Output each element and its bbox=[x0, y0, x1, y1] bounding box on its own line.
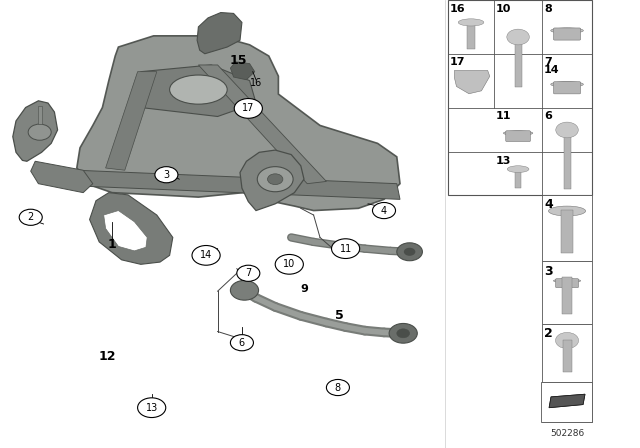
Polygon shape bbox=[197, 13, 242, 54]
Bar bbox=[542, 261, 592, 324]
Circle shape bbox=[556, 332, 579, 349]
Text: 10: 10 bbox=[283, 259, 296, 269]
Polygon shape bbox=[240, 150, 304, 211]
Circle shape bbox=[372, 202, 396, 219]
Bar bbox=[448, 0, 592, 195]
Polygon shape bbox=[549, 394, 585, 408]
Bar bbox=[563, 340, 572, 372]
Polygon shape bbox=[141, 65, 256, 116]
Bar bbox=[515, 169, 521, 188]
FancyBboxPatch shape bbox=[506, 131, 531, 142]
Text: 14: 14 bbox=[200, 250, 212, 260]
Bar bbox=[542, 195, 592, 261]
Text: 3: 3 bbox=[544, 265, 552, 278]
Circle shape bbox=[326, 379, 349, 396]
Bar bbox=[561, 210, 573, 253]
Circle shape bbox=[192, 246, 220, 265]
Polygon shape bbox=[31, 161, 93, 193]
Text: 8: 8 bbox=[544, 4, 552, 13]
Polygon shape bbox=[77, 170, 400, 199]
Bar bbox=[542, 382, 592, 422]
Polygon shape bbox=[13, 101, 58, 161]
Text: 16: 16 bbox=[250, 78, 262, 88]
Circle shape bbox=[404, 248, 415, 256]
Polygon shape bbox=[90, 193, 173, 264]
Text: 1: 1 bbox=[108, 237, 116, 251]
Circle shape bbox=[234, 99, 262, 118]
Text: 11: 11 bbox=[496, 111, 511, 121]
Bar bbox=[541, 382, 592, 422]
Text: 6: 6 bbox=[239, 338, 245, 348]
Circle shape bbox=[19, 209, 42, 225]
Text: 12: 12 bbox=[99, 349, 116, 363]
Ellipse shape bbox=[550, 82, 584, 87]
Polygon shape bbox=[106, 72, 157, 170]
Text: 7: 7 bbox=[245, 268, 252, 278]
Circle shape bbox=[230, 335, 253, 351]
Bar bbox=[564, 130, 571, 189]
Ellipse shape bbox=[170, 75, 227, 104]
Circle shape bbox=[397, 329, 410, 338]
Polygon shape bbox=[549, 394, 585, 408]
FancyBboxPatch shape bbox=[556, 279, 579, 288]
Text: 2: 2 bbox=[28, 212, 34, 222]
Circle shape bbox=[556, 122, 579, 138]
Circle shape bbox=[268, 174, 283, 185]
Text: 9: 9 bbox=[300, 284, 308, 294]
Text: 3: 3 bbox=[163, 170, 170, 180]
Circle shape bbox=[230, 280, 259, 300]
Circle shape bbox=[389, 323, 417, 343]
Text: 4: 4 bbox=[381, 206, 387, 215]
Polygon shape bbox=[454, 70, 490, 94]
Polygon shape bbox=[198, 65, 326, 184]
Text: 14: 14 bbox=[544, 65, 559, 74]
Text: 6: 6 bbox=[544, 111, 552, 121]
Text: 13: 13 bbox=[145, 403, 158, 413]
Circle shape bbox=[28, 124, 51, 140]
Circle shape bbox=[155, 167, 178, 183]
Text: 7: 7 bbox=[544, 57, 552, 67]
FancyBboxPatch shape bbox=[554, 82, 580, 94]
Ellipse shape bbox=[507, 166, 529, 172]
Text: 4: 4 bbox=[544, 198, 553, 211]
Bar bbox=[38, 106, 42, 124]
Circle shape bbox=[257, 167, 293, 192]
Circle shape bbox=[397, 243, 422, 261]
Text: 17: 17 bbox=[450, 57, 465, 67]
Ellipse shape bbox=[458, 19, 484, 26]
Circle shape bbox=[237, 265, 260, 281]
Circle shape bbox=[138, 398, 166, 418]
Bar bbox=[542, 324, 592, 382]
Text: 15: 15 bbox=[229, 54, 247, 67]
Text: 5: 5 bbox=[335, 309, 344, 323]
Text: 502286: 502286 bbox=[550, 429, 584, 438]
Circle shape bbox=[275, 254, 303, 274]
Text: 16: 16 bbox=[450, 4, 465, 13]
Text: 17: 17 bbox=[242, 103, 255, 113]
Text: 2: 2 bbox=[544, 327, 553, 340]
Polygon shape bbox=[104, 211, 147, 251]
Bar bbox=[467, 22, 475, 49]
Text: 11: 11 bbox=[339, 244, 352, 254]
Text: 10: 10 bbox=[496, 4, 511, 13]
Text: 8: 8 bbox=[335, 383, 341, 392]
Circle shape bbox=[507, 29, 529, 45]
Ellipse shape bbox=[504, 131, 532, 135]
Circle shape bbox=[332, 239, 360, 258]
Ellipse shape bbox=[548, 206, 586, 216]
FancyBboxPatch shape bbox=[554, 28, 580, 40]
Bar bbox=[562, 277, 572, 314]
Bar bbox=[515, 37, 522, 87]
Polygon shape bbox=[77, 36, 400, 211]
Ellipse shape bbox=[550, 28, 584, 33]
Polygon shape bbox=[230, 62, 255, 80]
Ellipse shape bbox=[554, 279, 580, 283]
Text: 13: 13 bbox=[496, 156, 511, 166]
